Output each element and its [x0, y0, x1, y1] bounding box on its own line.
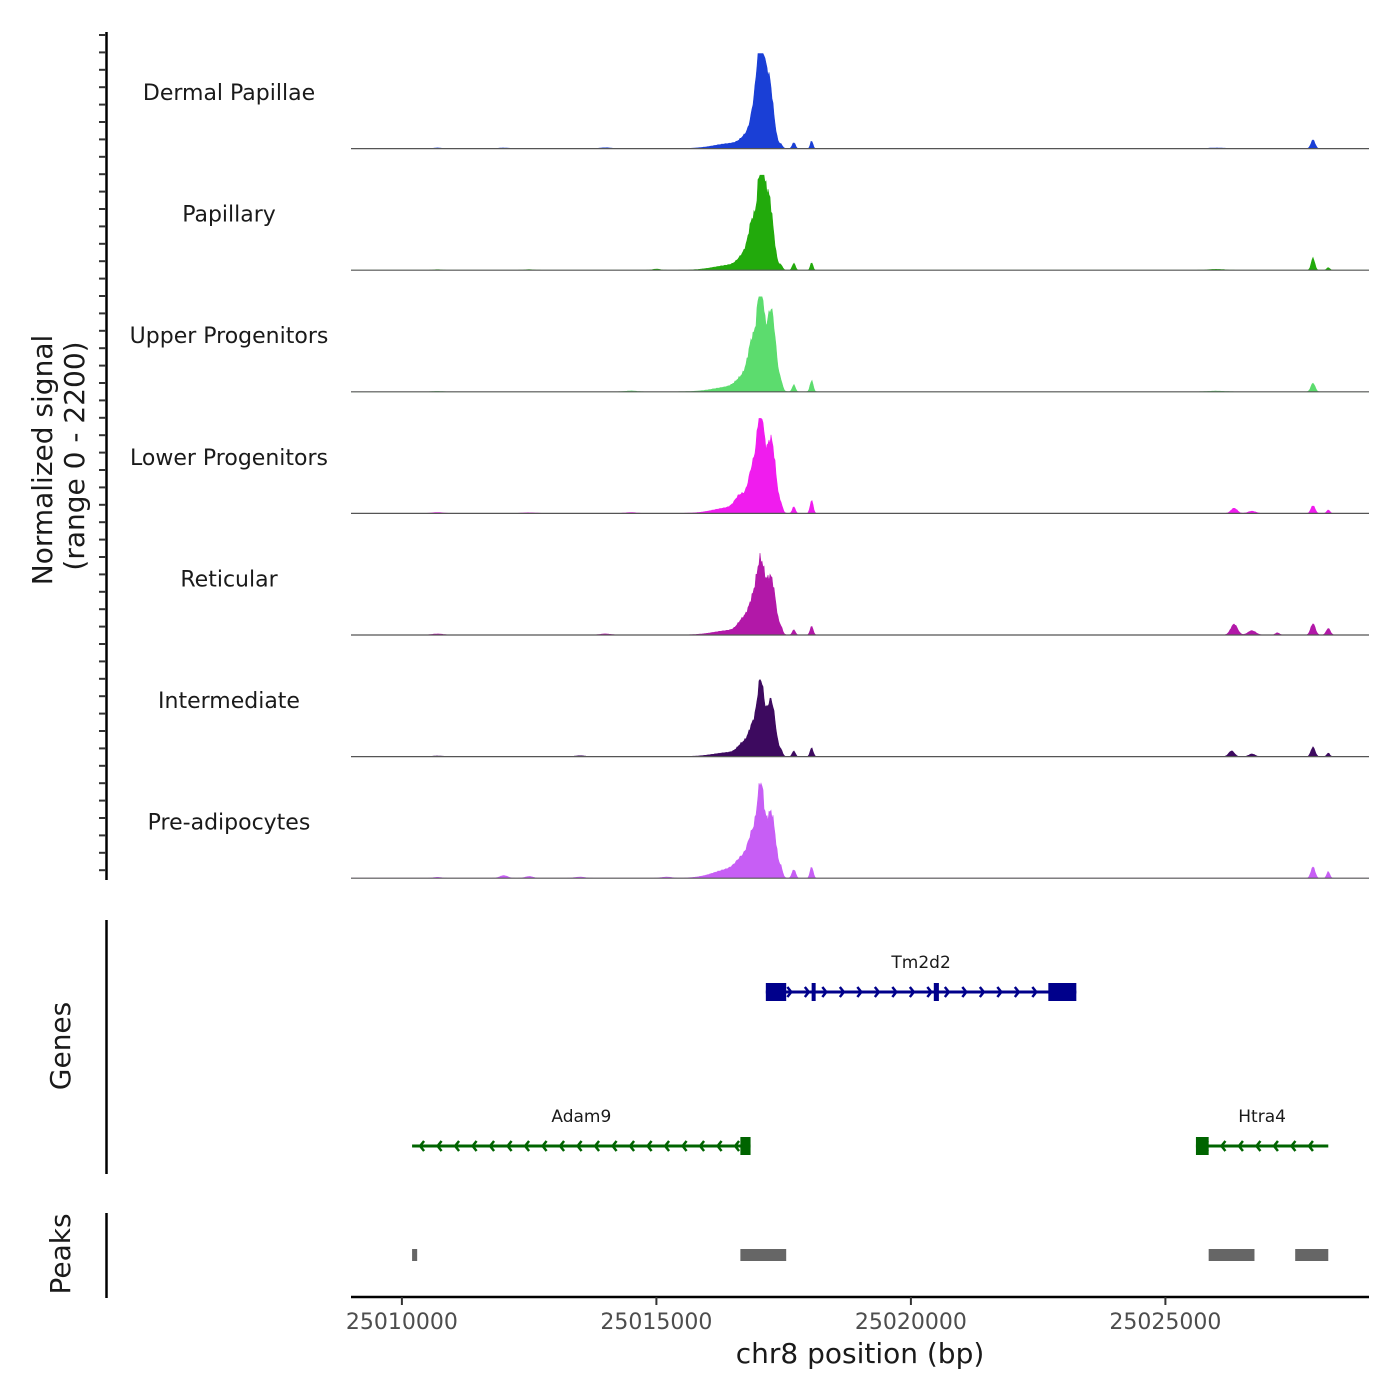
x-tick-label: 25020000 [855, 1310, 967, 1335]
coverage-track: Dermal Papillae [143, 53, 1369, 150]
strand-arrow [558, 1140, 566, 1152]
strand-arrow [698, 1140, 706, 1152]
coverage-signal-area [351, 53, 1369, 149]
strand-arrow [1307, 1140, 1314, 1152]
coverage-track: Intermediate [158, 678, 1369, 758]
exon-block [1195, 1137, 1209, 1155]
track-label: Lower Progenitors [130, 446, 328, 471]
strand-arrow [593, 1140, 601, 1152]
gene-model: Tm2d2 [765, 953, 1077, 1001]
strand-arrow [786, 986, 793, 998]
gene-name-label: Htra4 [1238, 1107, 1286, 1127]
coverage-track: Pre-adipocytes [148, 782, 1369, 879]
strand-arrow [1237, 1140, 1244, 1152]
track-label: Intermediate [158, 689, 300, 714]
coverage-signal-area [351, 552, 1369, 636]
exon-block [765, 983, 787, 1001]
strand-arrow [908, 986, 916, 998]
x-tick-label: 25015000 [600, 1310, 712, 1335]
strand-arrow [645, 1140, 653, 1152]
strand-arrow [943, 986, 951, 998]
gene-name-label: Adam9 [551, 1107, 611, 1127]
coverage-signal-area [351, 418, 1369, 514]
strand-arrow [873, 986, 881, 998]
strand-arrow [1254, 1140, 1262, 1152]
coverage-track: Lower Progenitors [130, 418, 1369, 515]
strand-arrow [523, 1140, 531, 1152]
coverage-track: Papillary [182, 174, 1369, 271]
strand-arrow [856, 986, 863, 998]
exon-block [1048, 983, 1077, 1001]
strand-arrow [733, 1140, 741, 1152]
strand-arrow [418, 1140, 426, 1152]
gene-model: Htra4 [1195, 1107, 1329, 1155]
peaks-axis-title: Peaks [44, 1213, 77, 1294]
y-axis-subtitle: (range 0 - 2200) [58, 341, 91, 570]
x-tick-label: 25010000 [346, 1310, 458, 1335]
x-axis-title: chr8 position (bp) [736, 1337, 985, 1370]
track-label: Upper Progenitors [130, 324, 329, 349]
track-label: Papillary [182, 203, 276, 228]
strand-arrow [891, 986, 898, 998]
strand-arrow [435, 1140, 443, 1152]
peak-region [412, 1249, 418, 1261]
coverage-signal-area [351, 678, 1369, 757]
strand-arrow [663, 1140, 671, 1152]
coverage-signal-area [351, 782, 1369, 879]
strand-arrow [715, 1140, 723, 1152]
x-axis: 25010000 25015000 25020000 25025000 chr8 po… [346, 1295, 1369, 1370]
track-label: Dermal Papillae [143, 81, 315, 106]
strand-arrow [821, 986, 828, 998]
strand-arrow [470, 1140, 478, 1152]
peaks-track [412, 1249, 1329, 1261]
strand-arrow [1219, 1140, 1227, 1152]
gene-name-label: Tm2d2 [890, 953, 950, 973]
strand-arrow [961, 986, 968, 998]
strand-arrow [1289, 1140, 1297, 1152]
gene-model: Adam9 [412, 1107, 751, 1155]
genes-axis-title: Genes [44, 1002, 77, 1090]
strand-arrow [628, 1140, 636, 1152]
strand-arrow [540, 1140, 548, 1152]
strand-arrow [575, 1140, 583, 1152]
strand-arrow [1013, 986, 1021, 998]
strand-arrow [453, 1140, 461, 1152]
coverage-signal-area [351, 174, 1369, 271]
exon-block [740, 1137, 751, 1155]
strand-arrow [610, 1140, 618, 1152]
track-label: Reticular [180, 567, 278, 592]
exon-block [811, 983, 816, 1001]
peak-region [740, 1249, 787, 1261]
strand-arrow [1031, 986, 1038, 998]
gene-annotation-track: Tm2d2 Adam9 Htra4 [412, 953, 1329, 1155]
strand-arrow [488, 1140, 496, 1152]
strand-arrow [680, 1140, 688, 1152]
strand-arrow [926, 986, 933, 998]
strand-arrow [996, 986, 1003, 998]
strand-arrow [1272, 1140, 1279, 1152]
strand-arrow [803, 986, 811, 998]
peak-region [1295, 1249, 1329, 1261]
y-axis-title: Normalized signal [26, 335, 59, 586]
strand-arrow [978, 986, 986, 998]
signal-left-axis [99, 32, 108, 880]
track-label: Pre-adipocytes [148, 811, 311, 836]
signal-axis-ticks [99, 34, 106, 872]
coverage-signal-area [351, 296, 1369, 393]
coverage-tracks: Dermal Papillae Papillary Upper Progenitor… [130, 53, 1369, 879]
x-axis-ticks: 25010000 25015000 25020000 25025000 [346, 1297, 1221, 1335]
strand-arrow [505, 1140, 513, 1152]
strand-arrow [838, 986, 846, 998]
coverage-track: Upper Progenitors [130, 296, 1369, 393]
peak-region [1208, 1249, 1255, 1261]
coverage-track: Reticular [180, 552, 1369, 636]
exon-block [933, 983, 939, 1001]
x-tick-label: 25025000 [1109, 1310, 1221, 1335]
